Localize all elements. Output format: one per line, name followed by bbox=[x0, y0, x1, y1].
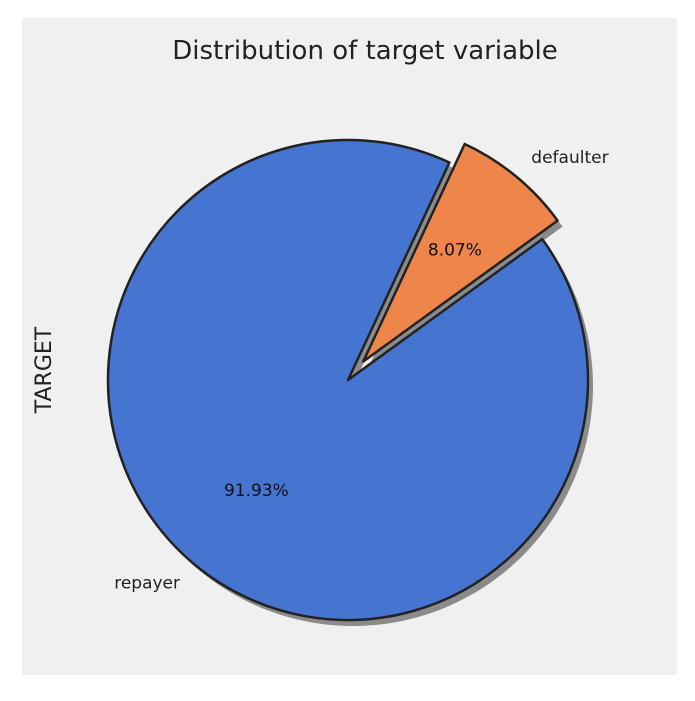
slice-label-repayer: repayer bbox=[114, 574, 180, 594]
pie-slice-repayer bbox=[106, 138, 590, 622]
slice-percent-defaulter: 8.07% bbox=[428, 240, 482, 260]
chart-title: Distribution of target variable bbox=[172, 36, 557, 66]
y-axis-label: TARGET bbox=[32, 326, 57, 414]
pie-slice-defaulter bbox=[362, 142, 559, 363]
pie-slices bbox=[106, 138, 590, 622]
slice-label-defaulter: defaulter bbox=[531, 148, 608, 168]
slice-percent-repayer: 91.93% bbox=[224, 481, 289, 501]
pie-labels: repayer 91.93% defaulter 8.07% bbox=[114, 148, 608, 594]
